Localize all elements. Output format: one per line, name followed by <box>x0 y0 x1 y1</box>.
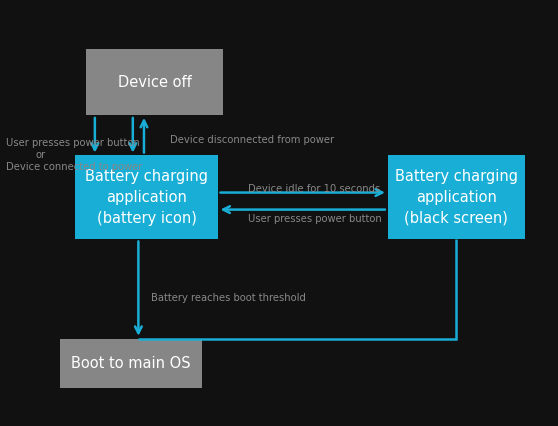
Text: Battery charging
application
(black screen): Battery charging application (black scre… <box>395 169 518 225</box>
FancyBboxPatch shape <box>388 155 525 239</box>
Text: User presses power button: User presses power button <box>6 138 140 148</box>
Text: Battery reaches boot threshold: Battery reaches boot threshold <box>151 293 306 303</box>
Text: Boot to main OS: Boot to main OS <box>71 356 191 371</box>
Text: Device disconnected from power: Device disconnected from power <box>170 135 334 145</box>
Text: or: or <box>35 150 45 160</box>
Text: User presses power button: User presses power button <box>248 214 382 225</box>
Text: Device idle for 10 seconds: Device idle for 10 seconds <box>248 184 381 194</box>
Text: Device off: Device off <box>118 75 192 89</box>
FancyBboxPatch shape <box>60 339 202 388</box>
Text: Device connected to power: Device connected to power <box>6 162 142 173</box>
FancyBboxPatch shape <box>75 155 218 239</box>
FancyBboxPatch shape <box>86 49 223 115</box>
Text: Battery charging
application
(battery icon): Battery charging application (battery ic… <box>85 169 208 225</box>
